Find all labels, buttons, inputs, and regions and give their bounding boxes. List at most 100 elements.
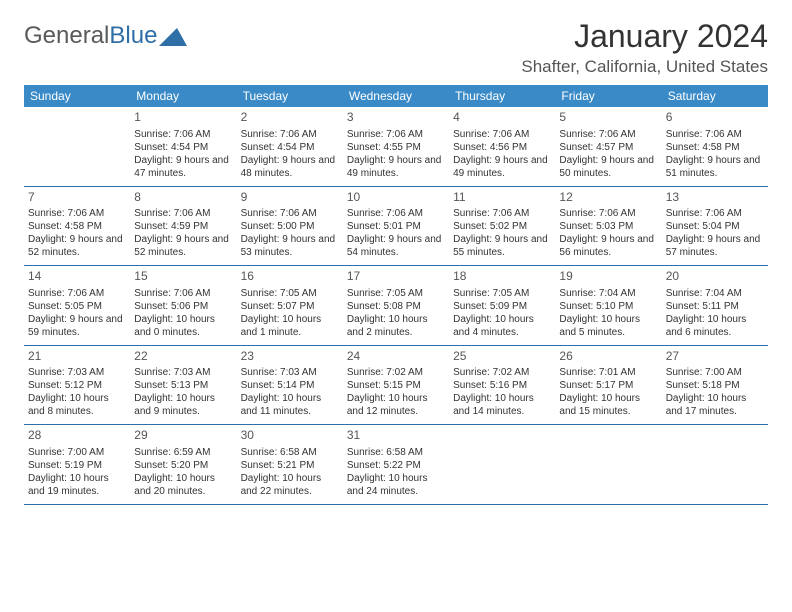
day-number: 28 xyxy=(28,428,126,444)
daylight-line: Daylight: 9 hours and 59 minutes. xyxy=(28,313,126,339)
sunrise-line: Sunrise: 7:05 AM xyxy=(347,287,445,300)
weekday-header: Tuesday xyxy=(237,85,343,107)
sunset-line: Sunset: 4:54 PM xyxy=(134,141,232,154)
sunset-line: Sunset: 4:54 PM xyxy=(241,141,339,154)
sunrise-line: Sunrise: 6:58 AM xyxy=(241,446,339,459)
day-number: 20 xyxy=(666,269,764,285)
daylight-line: Daylight: 9 hours and 54 minutes. xyxy=(347,233,445,259)
sunset-line: Sunset: 5:17 PM xyxy=(559,379,657,392)
sunset-line: Sunset: 4:56 PM xyxy=(453,141,551,154)
sunrise-line: Sunrise: 7:06 AM xyxy=(666,207,764,220)
daylight-line: Daylight: 10 hours and 17 minutes. xyxy=(666,392,764,418)
sunrise-line: Sunrise: 7:06 AM xyxy=(347,207,445,220)
sunset-line: Sunset: 4:58 PM xyxy=(666,141,764,154)
sunrise-line: Sunrise: 7:06 AM xyxy=(241,128,339,141)
sunset-line: Sunset: 4:57 PM xyxy=(559,141,657,154)
sunset-line: Sunset: 5:02 PM xyxy=(453,220,551,233)
day-number: 11 xyxy=(453,190,551,206)
daylight-line: Daylight: 10 hours and 14 minutes. xyxy=(453,392,551,418)
daylight-line: Daylight: 10 hours and 9 minutes. xyxy=(134,392,232,418)
sunset-line: Sunset: 5:19 PM xyxy=(28,459,126,472)
weekday-header: Friday xyxy=(555,85,661,107)
calendar-empty-cell xyxy=(24,107,130,186)
daylight-line: Daylight: 10 hours and 8 minutes. xyxy=(28,392,126,418)
sunrise-line: Sunrise: 7:05 AM xyxy=(453,287,551,300)
sunrise-line: Sunrise: 7:03 AM xyxy=(134,366,232,379)
sunrise-line: Sunrise: 7:04 AM xyxy=(559,287,657,300)
weekday-header: Monday xyxy=(130,85,236,107)
day-number: 17 xyxy=(347,269,445,285)
logo-icon xyxy=(159,26,187,46)
sunset-line: Sunset: 5:15 PM xyxy=(347,379,445,392)
calendar-day-cell: 1Sunrise: 7:06 AMSunset: 4:54 PMDaylight… xyxy=(130,107,236,186)
month-title: January 2024 xyxy=(521,18,768,55)
sunrise-line: Sunrise: 7:00 AM xyxy=(28,446,126,459)
sunrise-line: Sunrise: 7:02 AM xyxy=(453,366,551,379)
calendar-week-row: 1Sunrise: 7:06 AMSunset: 4:54 PMDaylight… xyxy=(24,107,768,186)
daylight-line: Daylight: 9 hours and 56 minutes. xyxy=(559,233,657,259)
day-number: 21 xyxy=(28,349,126,365)
sunset-line: Sunset: 5:04 PM xyxy=(666,220,764,233)
logo-text-2: Blue xyxy=(109,22,157,50)
sunset-line: Sunset: 5:03 PM xyxy=(559,220,657,233)
calendar-day-cell: 29Sunrise: 6:59 AMSunset: 5:20 PMDayligh… xyxy=(130,425,236,505)
calendar-day-cell: 27Sunrise: 7:00 AMSunset: 5:18 PMDayligh… xyxy=(662,345,768,425)
day-number: 24 xyxy=(347,349,445,365)
location: Shafter, California, United States xyxy=(521,57,768,77)
sunset-line: Sunset: 5:08 PM xyxy=(347,300,445,313)
day-number: 13 xyxy=(666,190,764,206)
sunrise-line: Sunrise: 7:05 AM xyxy=(241,287,339,300)
daylight-line: Daylight: 9 hours and 49 minutes. xyxy=(453,154,551,180)
sunrise-line: Sunrise: 7:06 AM xyxy=(453,128,551,141)
daylight-line: Daylight: 10 hours and 24 minutes. xyxy=(347,472,445,498)
sunset-line: Sunset: 5:01 PM xyxy=(347,220,445,233)
day-number: 2 xyxy=(241,110,339,126)
weekday-header: Sunday xyxy=(24,85,130,107)
sunset-line: Sunset: 5:20 PM xyxy=(134,459,232,472)
day-number: 25 xyxy=(453,349,551,365)
calendar-day-cell: 28 Sunrise: 7:00 AMSunset: 5:19 PMDayligh… xyxy=(24,425,130,505)
daylight-line: Daylight: 9 hours and 53 minutes. xyxy=(241,233,339,259)
sunset-line: Sunset: 4:58 PM xyxy=(28,220,126,233)
daylight-line: Daylight: 9 hours and 50 minutes. xyxy=(559,154,657,180)
calendar-day-cell: 12Sunrise: 7:06 AMSunset: 5:03 PMDayligh… xyxy=(555,186,661,266)
daylight-line: Daylight: 10 hours and 4 minutes. xyxy=(453,313,551,339)
day-number: 10 xyxy=(347,190,445,206)
day-number: 26 xyxy=(559,349,657,365)
sunrise-line: Sunrise: 7:06 AM xyxy=(28,207,126,220)
calendar-week-row: 7Sunrise: 7:06 AMSunset: 4:58 PMDaylight… xyxy=(24,186,768,266)
sunrise-line: Sunrise: 7:01 AM xyxy=(559,366,657,379)
calendar-day-cell: 13Sunrise: 7:06 AMSunset: 5:04 PMDayligh… xyxy=(662,186,768,266)
daylight-line: Daylight: 10 hours and 19 minutes. xyxy=(28,472,126,498)
sunset-line: Sunset: 5:10 PM xyxy=(559,300,657,313)
sunset-line: Sunset: 5:18 PM xyxy=(666,379,764,392)
day-number: 16 xyxy=(241,269,339,285)
sunrise-line: Sunrise: 7:06 AM xyxy=(134,128,232,141)
sunrise-line: Sunrise: 7:06 AM xyxy=(347,128,445,141)
sunrise-line: Sunrise: 7:06 AM xyxy=(559,128,657,141)
sunset-line: Sunset: 5:13 PM xyxy=(134,379,232,392)
header: GeneralBlue January 2024 Shafter, Califo… xyxy=(24,18,768,77)
daylight-line: Daylight: 9 hours and 55 minutes. xyxy=(453,233,551,259)
logo: GeneralBlue xyxy=(24,18,187,50)
daylight-line: Daylight: 10 hours and 2 minutes. xyxy=(347,313,445,339)
sunset-line: Sunset: 5:16 PM xyxy=(453,379,551,392)
day-number: 12 xyxy=(559,190,657,206)
daylight-line: Daylight: 10 hours and 15 minutes. xyxy=(559,392,657,418)
sunrise-line: Sunrise: 7:06 AM xyxy=(453,207,551,220)
day-number: 23 xyxy=(241,349,339,365)
calendar-week-row: 14Sunrise: 7:06 AMSunset: 5:05 PMDayligh… xyxy=(24,266,768,346)
calendar-day-cell: 30Sunrise: 6:58 AMSunset: 5:21 PMDayligh… xyxy=(237,425,343,505)
calendar-day-cell: 31Sunrise: 6:58 AMSunset: 5:22 PMDayligh… xyxy=(343,425,449,505)
day-number: 8 xyxy=(134,190,232,206)
day-number: 7 xyxy=(28,190,126,206)
calendar-empty-cell xyxy=(662,425,768,505)
calendar-day-cell: 7Sunrise: 7:06 AMSunset: 4:58 PMDaylight… xyxy=(24,186,130,266)
calendar-day-cell: 17 Sunrise: 7:05 AMSunset: 5:08 PMDayligh… xyxy=(343,266,449,346)
sunset-line: Sunset: 5:06 PM xyxy=(134,300,232,313)
calendar-empty-cell xyxy=(555,425,661,505)
calendar-day-cell: 16Sunrise: 7:05 AMSunset: 5:07 PMDayligh… xyxy=(237,266,343,346)
day-number: 29 xyxy=(134,428,232,444)
calendar-day-cell: 25Sunrise: 7:02 AMSunset: 5:16 PMDayligh… xyxy=(449,345,555,425)
sunrise-line: Sunrise: 7:00 AM xyxy=(666,366,764,379)
